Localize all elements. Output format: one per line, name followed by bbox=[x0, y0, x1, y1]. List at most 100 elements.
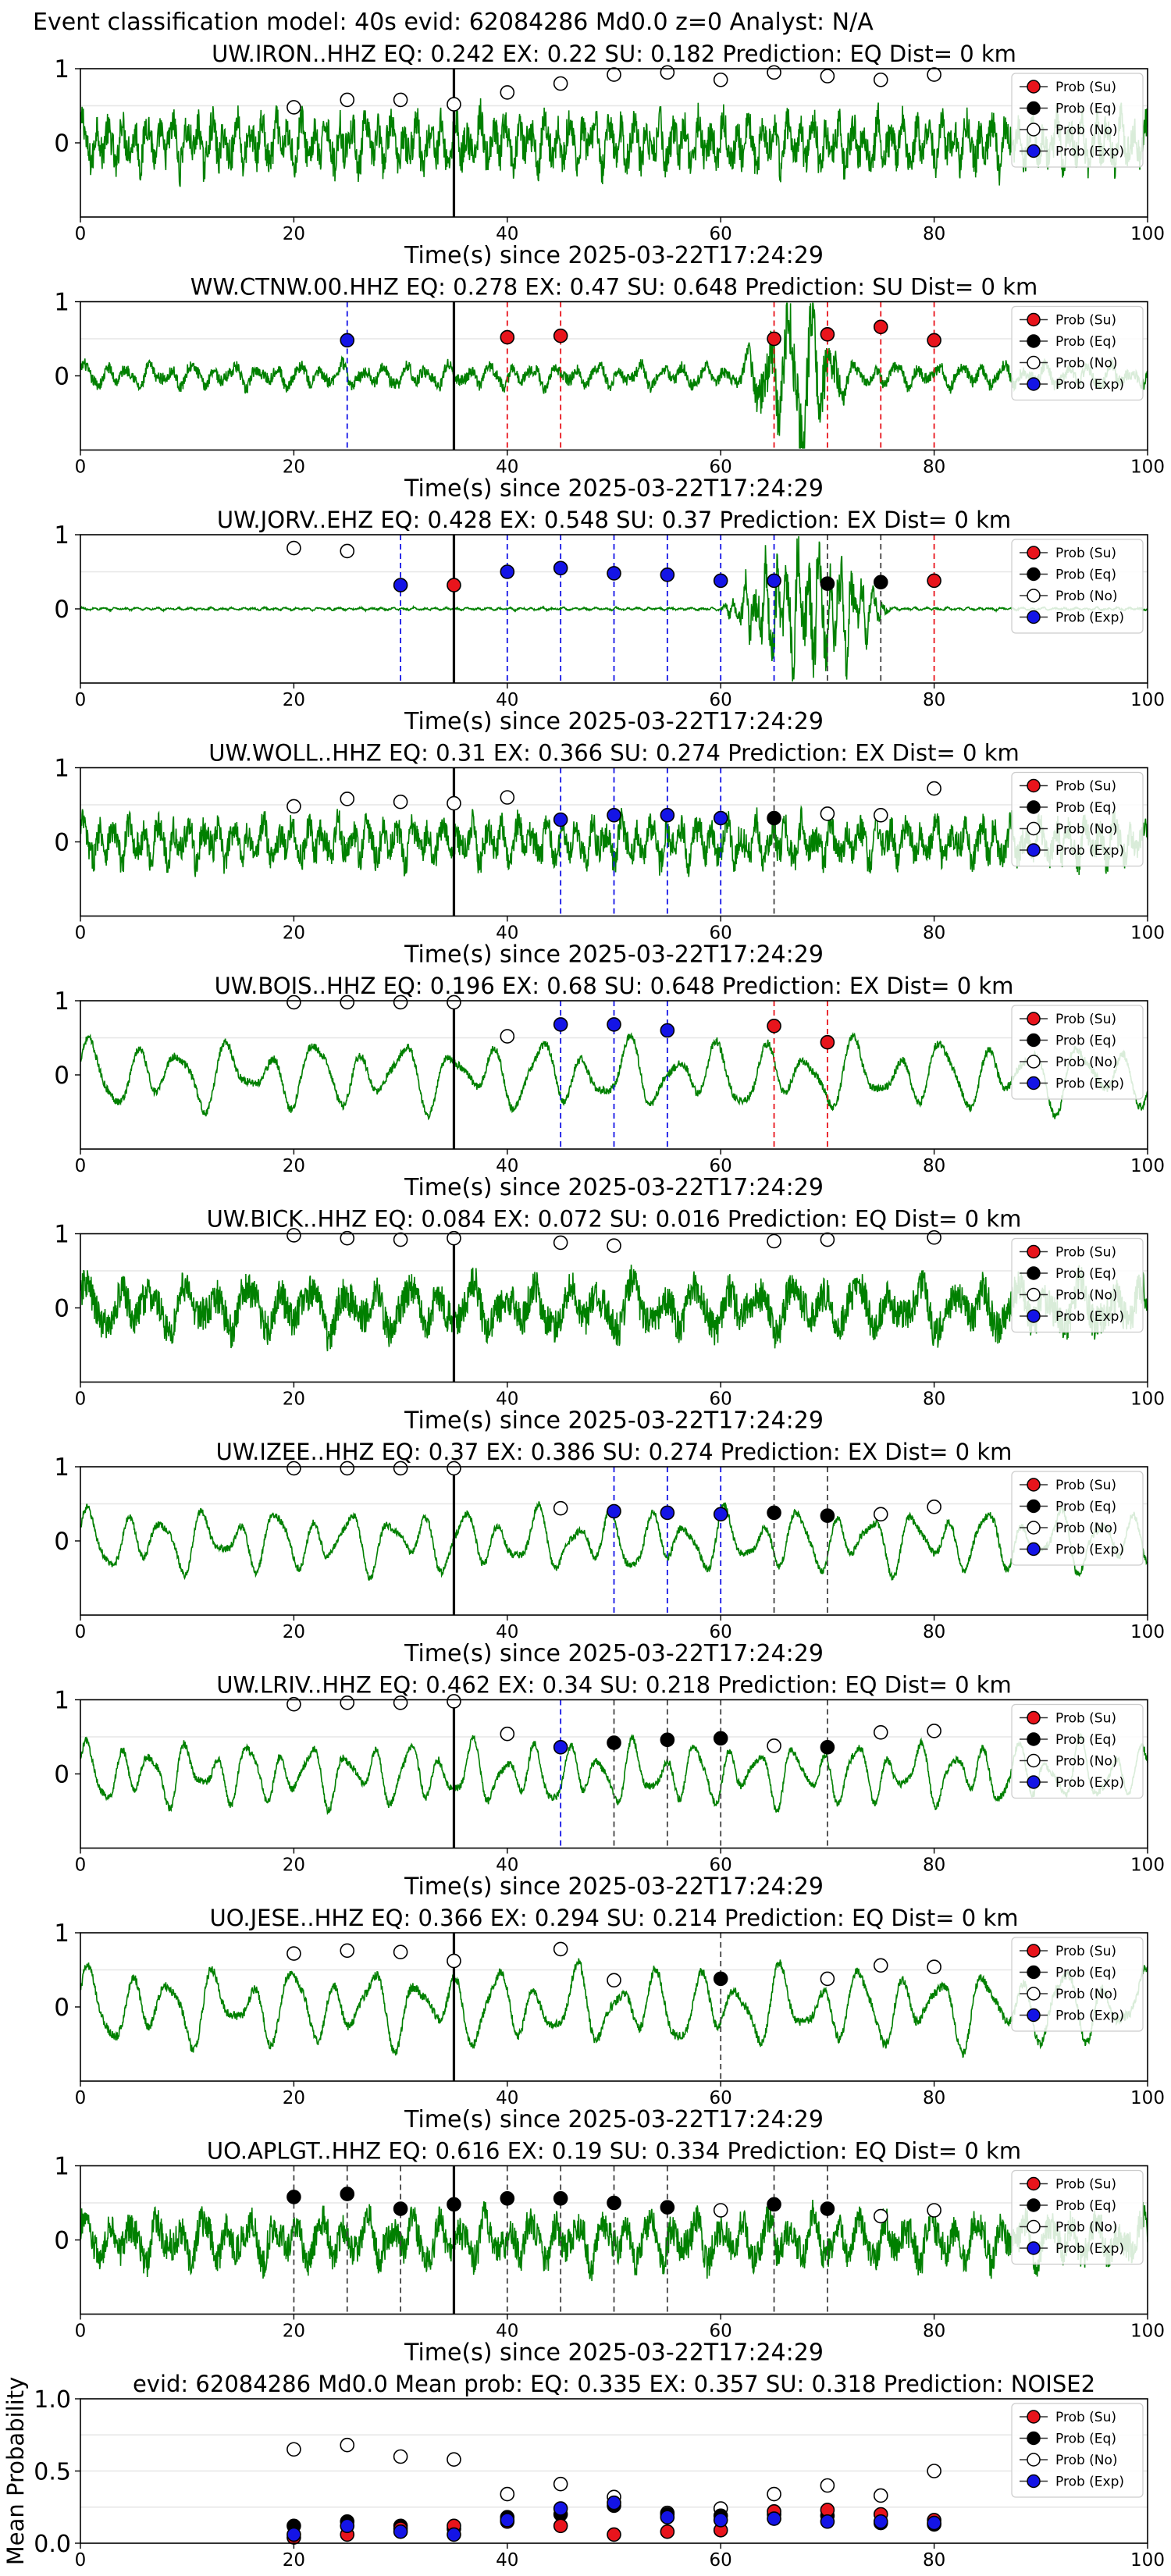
legend-label-no: Prob (No) bbox=[1055, 356, 1118, 372]
point-eq bbox=[660, 2200, 675, 2215]
legend: Prob (Su) Prob (Eq) Prob (No) Prob (Exp) bbox=[1011, 73, 1144, 168]
point-no bbox=[500, 790, 515, 805]
y-tick-label: 1 bbox=[54, 987, 69, 1016]
legend-label-eq: Prob (Eq) bbox=[1055, 1966, 1116, 1981]
x-tick-label: 100 bbox=[1130, 923, 1165, 944]
point-no bbox=[287, 540, 301, 556]
point-exp bbox=[607, 1503, 621, 1519]
point-no bbox=[820, 1971, 835, 1987]
x-tick-label: 60 bbox=[710, 2550, 732, 2571]
point-no bbox=[340, 792, 355, 806]
point-no bbox=[713, 72, 728, 87]
x-tick-label: 80 bbox=[923, 1389, 945, 1410]
point-exp bbox=[340, 2518, 355, 2534]
legend-marker-su bbox=[1027, 1244, 1041, 1259]
x-tick-label: 20 bbox=[283, 1856, 305, 1876]
x-tick-label: 40 bbox=[496, 1156, 518, 1176]
panel-9: UO.APLGT..HHZ EQ: 0.616 EX: 0.19 SU: 0.3… bbox=[54, 2138, 1165, 2367]
y-tick-label: 0 bbox=[54, 363, 69, 391]
x-tick-label: 40 bbox=[496, 2322, 518, 2342]
legend: Prob (Su) Prob (Eq) Prob (No) Prob (Exp) bbox=[1011, 1237, 1144, 1333]
point-no bbox=[873, 2488, 888, 2503]
x-axis-label: Time(s) since 2025-03-22T17:24:29 bbox=[404, 1640, 824, 1667]
x-tick-label: 20 bbox=[283, 457, 305, 478]
legend-marker-no bbox=[1027, 1521, 1041, 1535]
point-no bbox=[767, 2486, 781, 2502]
point-no bbox=[927, 1959, 941, 1974]
x-tick-label: 40 bbox=[496, 457, 518, 478]
legend-marker-exp bbox=[1027, 1542, 1041, 1557]
legend-marker-no bbox=[1027, 821, 1041, 836]
panel-title: UW.BOIS..HHZ EQ: 0.196 EX: 0.68 SU: 0.64… bbox=[215, 973, 1014, 999]
panel-title: UW.JORV..EHZ EQ: 0.428 EX: 0.548 SU: 0.3… bbox=[217, 507, 1011, 533]
x-axis-label: Time(s) since 2025-03-22T17:24:29 bbox=[404, 2106, 824, 2133]
y-tick-label: 1.0 bbox=[34, 2386, 71, 2414]
point-no bbox=[500, 1726, 515, 1742]
point-exp bbox=[607, 1017, 621, 1032]
point-no bbox=[340, 1461, 355, 1476]
x-axis-label: Time(s) since 2025-03-22T17:24:29 bbox=[404, 941, 824, 969]
point-exp bbox=[607, 2495, 621, 2510]
panel-title: UW.WOLL..HHZ EQ: 0.31 EX: 0.366 SU: 0.27… bbox=[208, 740, 1020, 767]
panel-title: UW.BICK..HHZ EQ: 0.084 EX: 0.072 SU: 0.0… bbox=[207, 1206, 1022, 1233]
legend-label-eq: Prob (Eq) bbox=[1055, 1500, 1116, 1515]
point-exp bbox=[820, 2514, 835, 2529]
legend-marker-su bbox=[1027, 1710, 1041, 1725]
point-su bbox=[820, 1034, 835, 1050]
x-tick-label: 20 bbox=[283, 224, 305, 244]
waveform-trace bbox=[80, 535, 1148, 682]
legend-label-no: Prob (No) bbox=[1055, 822, 1118, 838]
point-no bbox=[447, 2452, 461, 2467]
legend-marker-exp bbox=[1027, 610, 1041, 624]
legend-marker-eq bbox=[1027, 1499, 1041, 1514]
x-tick-label: 60 bbox=[710, 1856, 732, 1876]
x-tick-label: 80 bbox=[923, 1622, 945, 1642]
legend-label-eq: Prob (Eq) bbox=[1055, 1034, 1116, 1049]
point-eq bbox=[447, 2197, 461, 2212]
legend-label-eq: Prob (Eq) bbox=[1055, 1266, 1116, 1282]
legend-label-su: Prob (Su) bbox=[1055, 1012, 1116, 1027]
point-eq bbox=[500, 2191, 515, 2206]
panel-5: UW.BICK..HHZ EQ: 0.084 EX: 0.072 SU: 0.0… bbox=[54, 1206, 1165, 1435]
point-eq bbox=[340, 2186, 355, 2201]
x-tick-label: 0 bbox=[75, 2088, 87, 2108]
y-tick-label: 0 bbox=[54, 2227, 69, 2255]
legend-marker-su bbox=[1027, 80, 1041, 94]
legend-marker-eq bbox=[1027, 2431, 1041, 2446]
point-exp bbox=[713, 810, 728, 826]
point-no bbox=[820, 806, 835, 821]
point-no bbox=[340, 1695, 355, 1710]
point-no bbox=[447, 1953, 461, 1969]
panel-1: WW.CTNW.00.HHZ EQ: 0.278 EX: 0.47 SU: 0.… bbox=[54, 274, 1165, 503]
x-tick-label: 60 bbox=[710, 2088, 732, 2108]
x-tick-label: 20 bbox=[283, 690, 305, 710]
y-tick-label: 0 bbox=[54, 1761, 69, 1789]
point-exp bbox=[713, 2513, 728, 2528]
point-no bbox=[393, 1695, 408, 1710]
legend-box bbox=[1011, 1237, 1144, 1333]
point-no bbox=[607, 1973, 621, 1988]
legend-marker-exp bbox=[1027, 144, 1041, 158]
legend-label-eq: Prob (Eq) bbox=[1055, 2432, 1116, 2447]
legend: Prob (Su) Prob (Eq) Prob (No) Prob (Exp) bbox=[1011, 1005, 1144, 1100]
x-tick-label: 40 bbox=[496, 1622, 518, 1642]
point-no bbox=[393, 1944, 408, 1959]
legend-label-no: Prob (No) bbox=[1055, 1288, 1118, 1304]
point-eq bbox=[820, 2201, 835, 2216]
legend-box bbox=[1011, 2403, 1144, 2498]
point-no bbox=[500, 1029, 515, 1044]
legend-label-su: Prob (Su) bbox=[1055, 1245, 1116, 1261]
point-no bbox=[927, 2464, 941, 2478]
legend-label-exp: Prob (Exp) bbox=[1055, 2475, 1124, 2490]
point-exp bbox=[393, 578, 408, 592]
legend-marker-no bbox=[1027, 355, 1041, 370]
panels: UW.IRON..HHZ EQ: 0.242 EX: 0.22 SU: 0.18… bbox=[2, 41, 1165, 2571]
point-no bbox=[927, 1229, 941, 1245]
point-no bbox=[873, 72, 888, 87]
point-no bbox=[607, 67, 621, 82]
point-no bbox=[553, 76, 568, 91]
legend-box bbox=[1011, 1471, 1144, 1566]
y-tick-label: 1 bbox=[54, 55, 69, 84]
legend-box bbox=[1011, 771, 1144, 867]
point-su bbox=[927, 573, 941, 589]
